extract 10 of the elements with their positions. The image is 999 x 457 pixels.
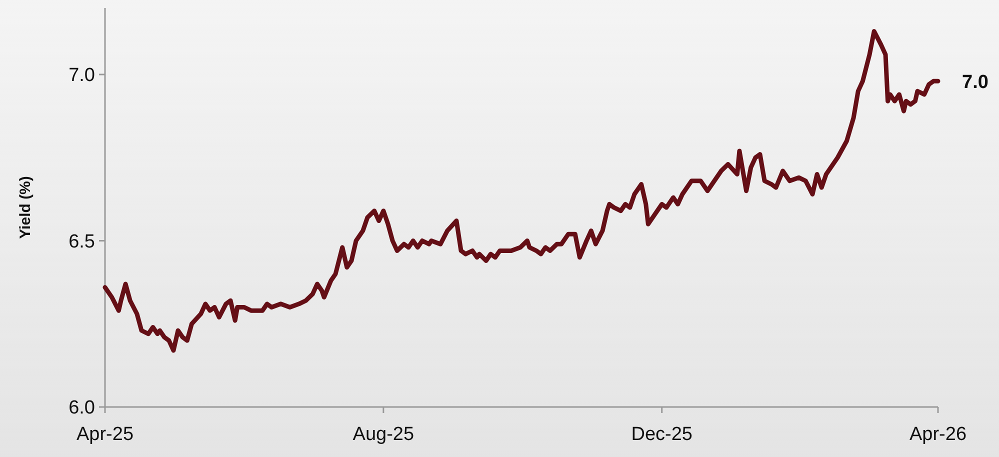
x-tick-label: Apr-26 [909, 424, 967, 445]
x-tick-label: Aug-25 [352, 424, 414, 445]
line-series [102, 29, 940, 353]
annotation: 7.0 [962, 72, 988, 93]
y-axis-title: Yield (%) [17, 176, 34, 239]
y-tick-label: 7.0 [68, 65, 95, 86]
y-tick-label: 6.5 [68, 231, 95, 252]
x-tick-label: Apr-25 [76, 424, 134, 445]
x-tick-label: Dec-25 [631, 424, 692, 445]
y-tick-label: 6.0 [68, 398, 95, 419]
